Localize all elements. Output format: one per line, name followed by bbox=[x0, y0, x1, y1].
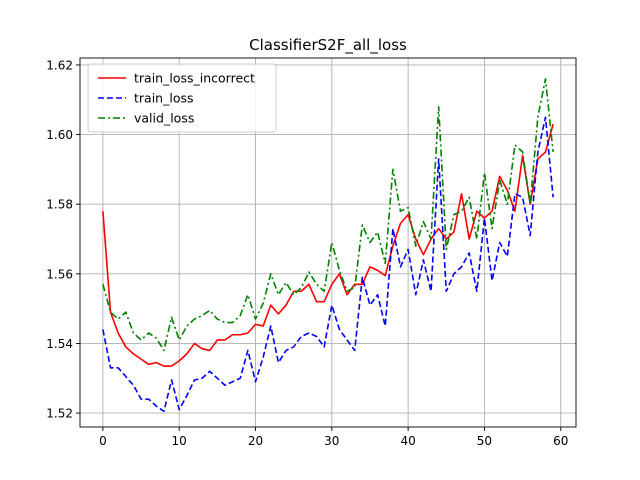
legend-label: train_loss_incorrect bbox=[134, 71, 255, 86]
axes-frame bbox=[79, 57, 577, 428]
x-tick-label: 30 bbox=[324, 434, 339, 448]
y-tick-label: 1.56 bbox=[46, 267, 73, 281]
x-tick-label: 20 bbox=[248, 434, 263, 448]
legend-label: train_loss bbox=[134, 91, 194, 106]
chart-title: ClassifierS2F_all_loss bbox=[249, 36, 407, 55]
x-tick-label: 10 bbox=[172, 434, 187, 448]
y-tick-label: 1.60 bbox=[46, 128, 73, 142]
series-line-train-loss bbox=[102, 116, 554, 413]
legend-label: valid_loss bbox=[134, 111, 194, 126]
x-tick-label: 40 bbox=[400, 434, 415, 448]
y-tick-label: 1.52 bbox=[46, 407, 73, 421]
y-tick-label: 1.54 bbox=[46, 337, 73, 351]
legend: train_loss_incorrect train_loss valid_loss bbox=[87, 63, 277, 133]
series-line-valid-loss bbox=[102, 78, 554, 352]
y-tick-label: 1.58 bbox=[46, 198, 73, 212]
legend-box bbox=[87, 63, 277, 133]
series-lines bbox=[102, 78, 554, 413]
x-tick-label: 0 bbox=[99, 434, 107, 448]
y-tick-label: 1.62 bbox=[46, 58, 73, 72]
series-line-train-loss-incorrect bbox=[102, 123, 554, 367]
x-tick-label: 60 bbox=[553, 434, 568, 448]
axis-ticks: 0 10 20 30 40 50 60 1.52 1.54 1.56 1.58 1.60 1.62 bbox=[46, 58, 568, 448]
x-tick-label: 50 bbox=[477, 434, 492, 448]
